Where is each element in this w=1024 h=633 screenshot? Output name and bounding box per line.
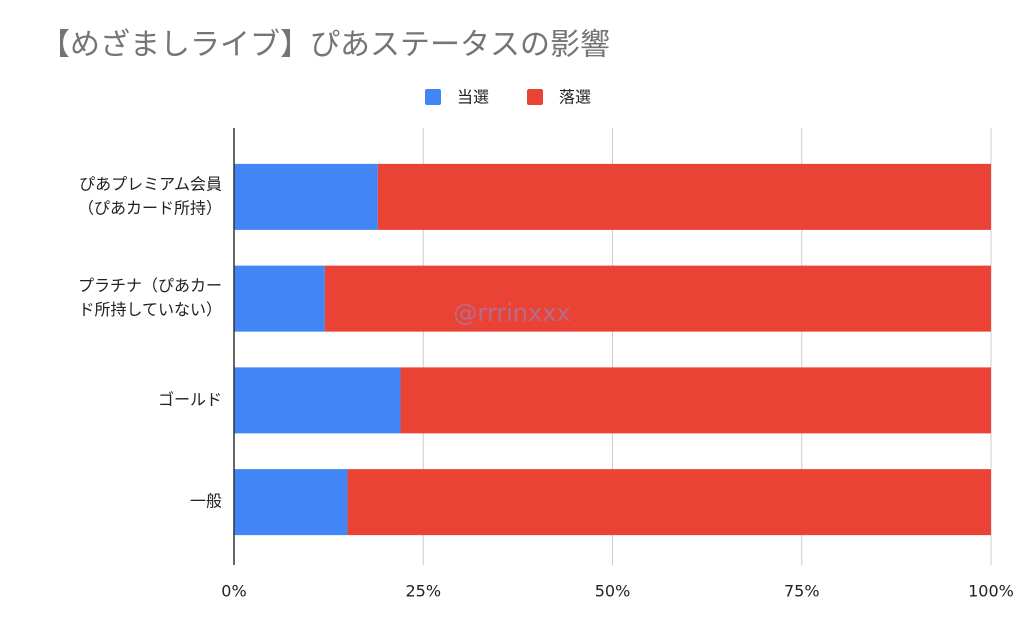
x-tick-label: 75% (784, 582, 820, 601)
y-tick-label: ド所持していない） (78, 300, 222, 319)
legend-swatch (527, 89, 543, 105)
bar-segment (400, 367, 991, 434)
bar-segment (234, 265, 325, 332)
legend-label: 落選 (559, 88, 591, 107)
y-tick-label: プラチナ（ぴあカー (78, 276, 222, 295)
bar-segment (347, 469, 991, 536)
y-tick-label: 一般 (190, 492, 222, 511)
legend-swatch (425, 89, 441, 105)
bar-segment (234, 163, 378, 230)
y-tick-label: （ぴあカード所持） (78, 198, 222, 217)
y-tick-label: ゴールド (158, 390, 222, 409)
bar-segment (234, 469, 348, 536)
y-tick-label: ぴあプレミアム会員 (79, 174, 222, 193)
bar-segment (234, 367, 401, 434)
bar-segment (377, 163, 992, 230)
bar-segment (324, 265, 992, 332)
x-tick-label: 25% (405, 582, 441, 601)
x-tick-label: 0% (221, 582, 246, 601)
x-tick-label: 100% (968, 582, 1014, 601)
watermark: @rrrinxxx (453, 299, 570, 327)
chart-title: 【めざましライブ】ぴあステータスの影響 (40, 28, 610, 63)
legend-label: 当選 (457, 88, 489, 107)
x-tick-label: 50% (595, 582, 631, 601)
